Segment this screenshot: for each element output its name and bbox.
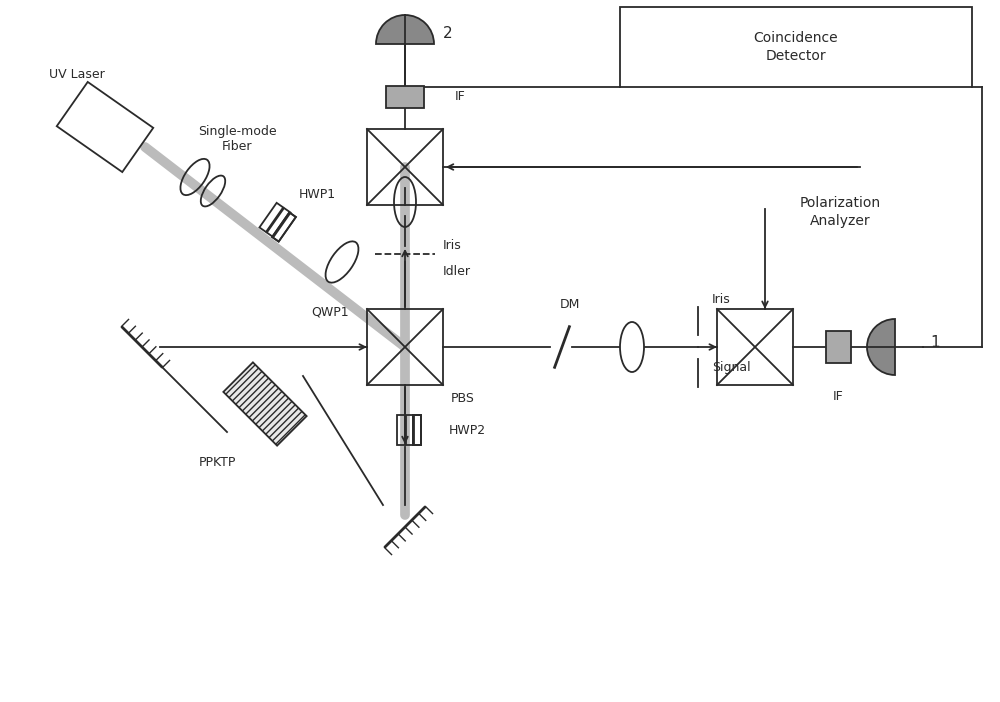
Text: QWP1: QWP1 — [311, 305, 349, 319]
Text: DM: DM — [560, 298, 580, 312]
Text: Polarization
Analyzer: Polarization Analyzer — [799, 197, 881, 227]
Text: IF: IF — [455, 91, 466, 103]
Text: Iris: Iris — [443, 239, 462, 253]
Text: Coincidence
Detector: Coincidence Detector — [754, 32, 838, 62]
Text: PBS: PBS — [451, 392, 475, 406]
Text: UV Laser: UV Laser — [49, 69, 105, 81]
Bar — [826, 331, 851, 363]
Text: HWP2: HWP2 — [448, 423, 486, 437]
Text: IF: IF — [833, 390, 843, 404]
Text: PPKTP: PPKTP — [198, 456, 236, 468]
Text: HWP1: HWP1 — [298, 189, 336, 201]
Text: Single-mode
Fiber: Single-mode Fiber — [198, 124, 276, 154]
Bar — [386, 86, 424, 108]
Text: 2: 2 — [443, 27, 453, 41]
Text: Iris: Iris — [712, 293, 731, 305]
Text: 1: 1 — [930, 334, 940, 350]
Wedge shape — [376, 15, 434, 44]
Wedge shape — [867, 319, 895, 375]
Text: Signal: Signal — [712, 361, 751, 373]
Polygon shape — [223, 362, 307, 446]
Text: Idler: Idler — [443, 265, 471, 279]
Bar — [620, 7, 972, 87]
